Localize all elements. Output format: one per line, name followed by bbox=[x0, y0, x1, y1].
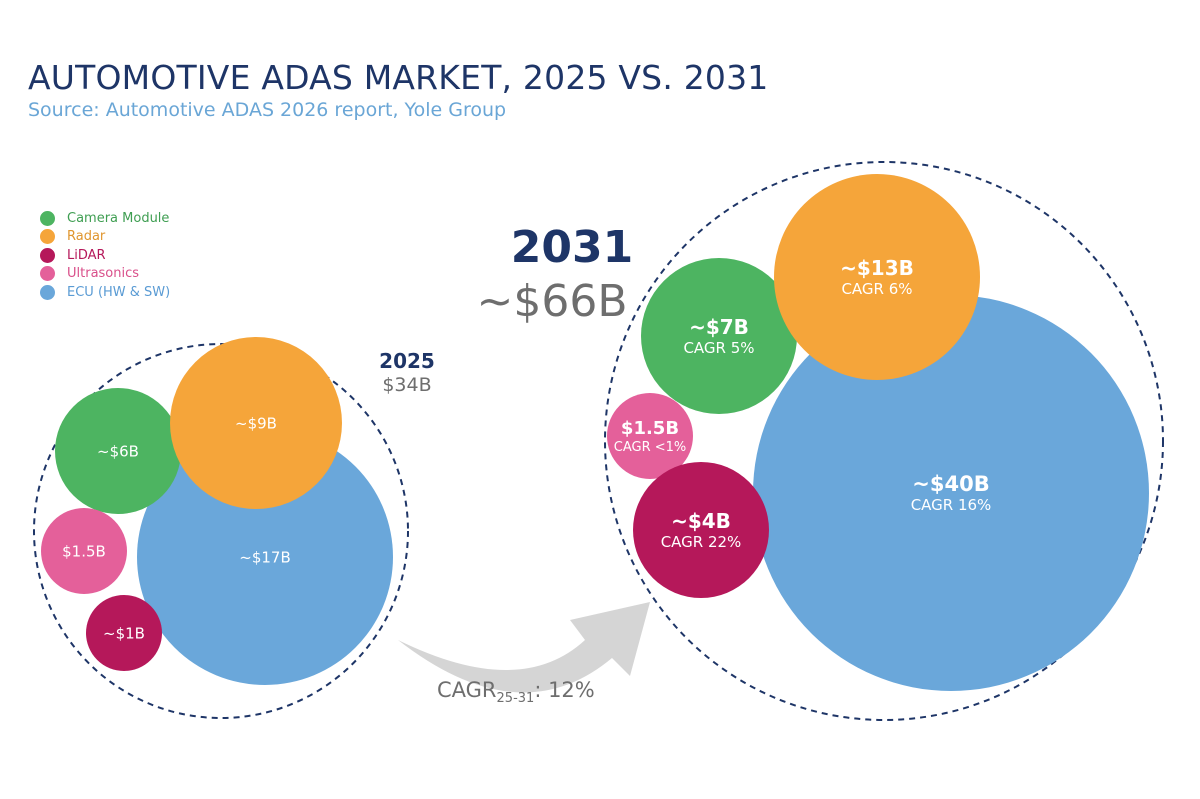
bubble-camera-2031 bbox=[641, 258, 797, 414]
legend-label-camera: Camera Module bbox=[67, 210, 170, 226]
legend-label-ecu: ECU (HW & SW) bbox=[67, 284, 171, 300]
bubble-lidar-2025 bbox=[86, 595, 162, 671]
legend-swatch-lidar bbox=[40, 247, 55, 263]
legend-swatch-ultrasonics bbox=[40, 266, 55, 282]
legend-swatch-ecu bbox=[40, 284, 55, 300]
growth-arrow bbox=[398, 602, 650, 693]
cagr-label-lidar-2031: CAGR 22% bbox=[661, 533, 742, 551]
outer-circle-2025 bbox=[33, 343, 409, 719]
year-label-2025: 2025 bbox=[379, 349, 435, 373]
value-label-camera-2031: ~$7B bbox=[689, 315, 749, 339]
chart-subtitle: Source: Automotive ADAS 2026 report, Yol… bbox=[28, 99, 507, 121]
cagr-subscript: 25-31 bbox=[497, 691, 535, 706]
cagr-suffix: : 12% bbox=[534, 678, 594, 702]
bubble-radar-2031 bbox=[774, 174, 980, 380]
bubble-radar-2025 bbox=[170, 337, 342, 509]
bubble-ecu-2025 bbox=[137, 429, 393, 685]
bubble-lidar-2031 bbox=[633, 462, 769, 598]
legend: Camera Module Radar LiDAR Ultrasonics EC… bbox=[40, 209, 170, 302]
bubble-ultrasonics-2025 bbox=[41, 508, 127, 594]
total-label-2031: ~$66B bbox=[476, 276, 627, 327]
bubble-ultrasonics-2031 bbox=[607, 393, 693, 479]
legend-item-lidar: LiDAR bbox=[40, 246, 170, 265]
bubble-ecu-2031 bbox=[753, 295, 1149, 691]
bubble-camera-2025 bbox=[55, 388, 181, 514]
total-label-2025: $34B bbox=[382, 374, 431, 396]
value-label-radar-2025: ~$9B bbox=[235, 414, 277, 432]
legend-label-ultrasonics: Ultrasonics bbox=[67, 266, 140, 282]
legend-item-ecu: ECU (HW & SW) bbox=[40, 283, 170, 302]
cagr-label-ecu-2031: CAGR 16% bbox=[911, 496, 992, 514]
outer-circle-2031 bbox=[604, 161, 1164, 721]
value-label-lidar-2025: ~$1B bbox=[103, 624, 145, 642]
legend-item-ultrasonics: Ultrasonics bbox=[40, 265, 170, 284]
overall-cagr-label: CAGR25-31: 12% bbox=[437, 678, 595, 706]
value-label-radar-2031: ~$13B bbox=[840, 256, 914, 280]
cagr-label-radar-2031: CAGR 6% bbox=[841, 280, 912, 298]
group-2025: 2025 $34B ~$17B ~$6B ~$9B $1.5B ~$1B bbox=[33, 337, 435, 719]
value-label-lidar-2031: ~$4B bbox=[671, 509, 731, 533]
chart-title: AUTOMOTIVE ADAS MARKET, 2025 VS. 2031 bbox=[28, 58, 769, 97]
legend-item-radar: Radar bbox=[40, 228, 170, 247]
value-label-camera-2025: ~$6B bbox=[97, 442, 139, 460]
legend-swatch-radar bbox=[40, 229, 55, 245]
value-label-ultrasonics-2025: $1.5B bbox=[62, 542, 106, 560]
legend-label-radar: Radar bbox=[67, 229, 106, 245]
value-label-ecu-2025: ~$17B bbox=[239, 548, 291, 566]
value-label-ecu-2031: ~$40B bbox=[912, 472, 989, 496]
value-label-ultrasonics-2031: $1.5B bbox=[621, 418, 679, 439]
cagr-label-camera-2031: CAGR 5% bbox=[683, 339, 754, 357]
legend-swatch-camera bbox=[40, 210, 55, 226]
cagr-label-ultrasonics-2031: CAGR <1% bbox=[614, 440, 687, 455]
cagr-prefix: CAGR bbox=[437, 678, 497, 702]
legend-label-lidar: LiDAR bbox=[67, 247, 106, 263]
bubbles-2025: ~$17B ~$6B ~$9B $1.5B ~$1B bbox=[41, 337, 393, 685]
year-label-2031: 2031 bbox=[511, 222, 633, 273]
legend-item-camera: Camera Module bbox=[40, 209, 170, 228]
